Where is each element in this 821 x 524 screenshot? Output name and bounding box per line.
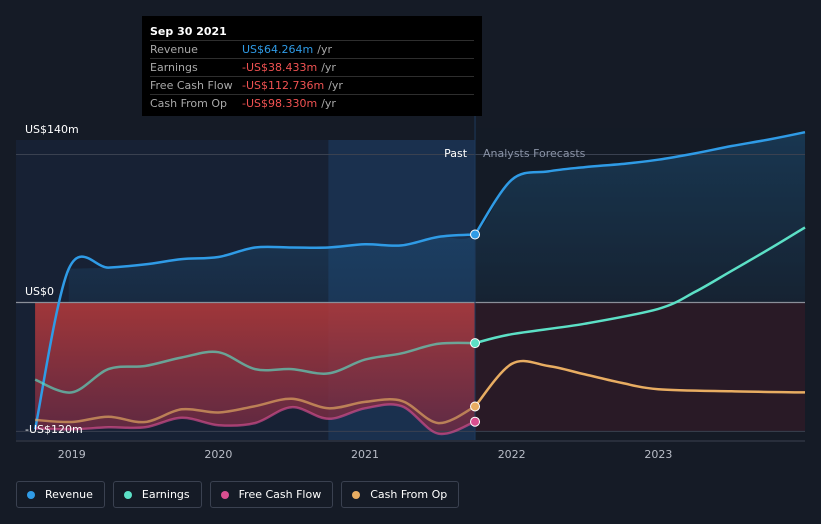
legend-label: Earnings [141, 488, 190, 501]
tooltip-value: US$64.264m [242, 43, 314, 56]
tooltip-unit: /yr [317, 43, 332, 56]
tooltip-label: Free Cash Flow [150, 79, 233, 92]
tooltip-value: -US$98.330m [242, 97, 318, 110]
x-tick-label-2019: 2019 [58, 448, 86, 461]
legend-label: Revenue [45, 488, 93, 501]
forecast-label: Analysts Forecasts [483, 147, 586, 160]
tooltip-value: -US$38.433m [242, 61, 318, 74]
chart-legend: Revenue Earnings Free Cash Flow Cash Fro… [16, 481, 460, 508]
chart-tooltip: Sep 30 2021 Revenue US$64.264m /yr Earni… [142, 16, 482, 116]
earnings-past-line [34, 341, 476, 394]
x-tick-label-2021: 2021 [351, 448, 379, 461]
legend-label: Free Cash Flow [238, 488, 322, 501]
free-cash-flow-past-line [35, 403, 476, 436]
revenue-area [68, 132, 806, 303]
x-tick-label-2023: 2023 [644, 448, 672, 461]
y-tick-label-bottom: -US$120m [25, 423, 83, 436]
tooltip-label: Cash From Op [150, 97, 228, 110]
tooltip-row-cash-from-op: Cash From Op -US$98.330m /yr [150, 94, 474, 112]
legend-dot-earnings [123, 490, 132, 499]
free-cash-flow-current-marker [470, 416, 481, 427]
cash-from-op-current-marker [470, 401, 481, 412]
tooltip-date: Sep 30 2021 [150, 25, 227, 38]
past-label: Past [444, 147, 468, 160]
tooltip-row-free-cash-flow: Free Cash Flow -US$112.736m /yr [150, 76, 474, 94]
legend-label: Cash From Op [370, 488, 448, 501]
earnings-forecast-line [474, 226, 806, 345]
legend-dot-cash-from-op [352, 490, 361, 499]
tooltip-label: Earnings [150, 61, 198, 74]
legend-item-earnings[interactable]: Earnings [112, 481, 202, 508]
y-tick-label-top: US$140m [25, 123, 79, 136]
x-tick-label-2020: 2020 [204, 448, 232, 461]
tooltip-label: Revenue [150, 43, 198, 56]
legend-item-cash-from-op[interactable]: Cash From Op [341, 481, 460, 508]
revenue-past-line [33, 233, 476, 430]
legend-dot-revenue [27, 490, 35, 499]
cash-from-op-forecast-line [474, 359, 806, 408]
y-tick-label-zero: US$0 [25, 285, 55, 298]
earnings-current-marker [470, 338, 481, 349]
revenue-current-marker [470, 229, 481, 240]
forecast-negative-region [475, 302, 805, 432]
revenue-forecast-line [473, 130, 806, 236]
legend-item-revenue[interactable]: Revenue [16, 481, 105, 508]
tooltip-value: -US$112.736m [242, 79, 325, 92]
tooltip-unit: /yr [321, 61, 336, 74]
tooltip-row-earnings: Earnings -US$38.433m /yr [150, 58, 474, 76]
tooltip-unit: /yr [321, 97, 336, 110]
forecast-area-shade [475, 128, 805, 303]
legend-item-free-cash-flow[interactable]: Free Cash Flow [209, 481, 334, 508]
x-tick-label-2022: 2022 [498, 448, 526, 461]
cash-from-op-past-line [35, 397, 476, 425]
tooltip-row-revenue: Revenue US$64.264m /yr [150, 40, 474, 58]
legend-dot-free-cash-flow [220, 490, 229, 499]
tooltip-unit: /yr [328, 79, 343, 92]
